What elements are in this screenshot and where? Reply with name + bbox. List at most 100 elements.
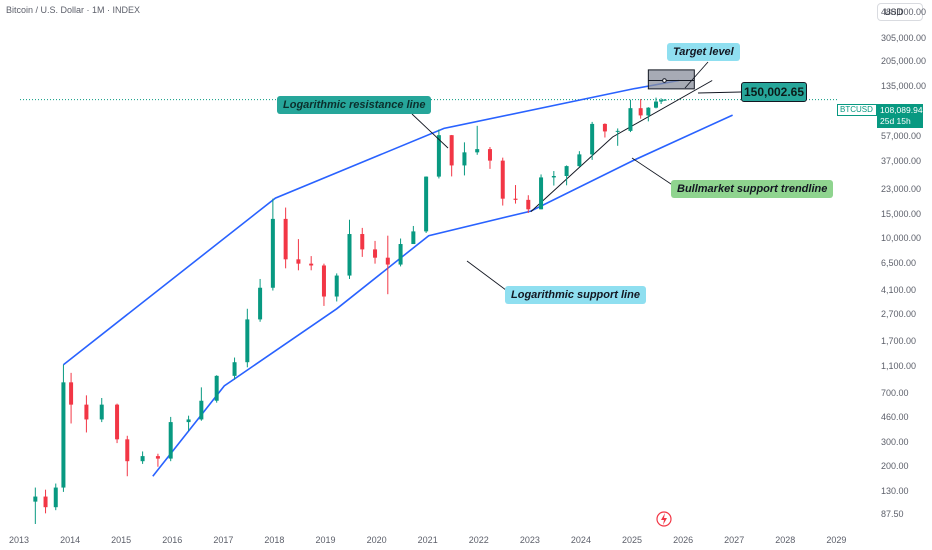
x-tick-label: 2023 <box>519 535 540 545</box>
y-tick-label: 15,000.00 <box>881 208 922 219</box>
x-tick-label: 2024 <box>570 535 591 545</box>
candle-body <box>475 149 480 153</box>
x-tick-label: 2020 <box>366 535 387 545</box>
y-tick-label: 460.00 <box>881 412 909 423</box>
candle-body <box>283 218 288 260</box>
y-tick-label: 135,000.00 <box>881 80 927 91</box>
candle-body <box>53 487 58 508</box>
candle-body <box>500 160 505 199</box>
y-tick-label: 37,000.00 <box>881 156 922 167</box>
candle-body <box>659 100 664 102</box>
last-price: 108,089.94 <box>880 105 923 115</box>
bull-support-label[interactable]: Bullmarket support trendline <box>671 180 834 198</box>
x-tick-label: 2022 <box>468 535 489 545</box>
candle-body <box>646 107 651 116</box>
candle-body <box>115 404 120 440</box>
y-tick-label: 6,500.00 <box>881 257 917 268</box>
candles <box>33 97 667 524</box>
annotation-leaders <box>411 61 742 297</box>
bar-countdown: 25d 15h <box>880 116 911 126</box>
y-tick-label: 205,000.00 <box>881 56 927 67</box>
y-tick-label: 300.00 <box>881 437 909 448</box>
candle-body <box>424 176 429 232</box>
y-tick-label: 2,700.00 <box>881 308 917 319</box>
y-tick-label: 305,000.00 <box>881 33 927 44</box>
bull-support-line <box>530 80 713 213</box>
candle-body <box>462 152 467 166</box>
candle-body <box>564 166 569 177</box>
x-tick-label: 2021 <box>417 535 438 545</box>
candle-body <box>140 456 145 462</box>
x-tick-label: 2017 <box>213 535 234 545</box>
candle-body <box>309 263 314 266</box>
y-tick-label: 480,000.00 <box>881 6 927 17</box>
target-level-label[interactable]: Target level <box>667 43 740 61</box>
candle-body <box>270 218 275 288</box>
candle-body <box>602 123 607 132</box>
candle-body <box>347 234 352 276</box>
candle-body <box>125 439 130 462</box>
candle-body <box>186 419 191 423</box>
candle-body <box>551 176 556 178</box>
candle-body <box>155 456 160 459</box>
candle-body <box>199 400 204 420</box>
symbol-ticker: BTCUSD <box>837 104 877 116</box>
x-tick-label: 2025 <box>622 535 643 545</box>
x-tick-label: 2014 <box>60 535 81 545</box>
candle-body <box>61 382 66 488</box>
currency-button[interactable]: USD <box>877 3 923 21</box>
candle-body <box>214 375 219 401</box>
x-tick-label: 2026 <box>673 535 694 545</box>
candle-body <box>487 149 492 161</box>
candle-body <box>321 265 326 297</box>
target-box-leader <box>697 91 742 94</box>
candle-body <box>449 135 454 166</box>
log-support-label[interactable]: Logarithmic support line <box>505 286 646 304</box>
y-tick-label: 200.00 <box>881 460 909 471</box>
x-tick-label: 2019 <box>315 535 336 545</box>
log-resistance-line <box>62 79 680 366</box>
candle-body <box>411 231 416 245</box>
target-zone-rect <box>647 69 695 90</box>
tradingview-logo-icon <box>656 511 672 527</box>
x-tick-label: 2018 <box>264 535 285 545</box>
y-tick-label: 10,000.00 <box>881 232 922 243</box>
resistance-label-leader <box>411 113 449 149</box>
candle-body <box>654 101 658 108</box>
y-tick-label: 23,000.00 <box>881 183 922 194</box>
candle-body <box>84 404 89 420</box>
candle-body <box>168 422 173 459</box>
target-value-box[interactable]: 150,002.65 <box>741 82 807 102</box>
candle-body <box>232 362 237 376</box>
candle-body <box>385 257 390 265</box>
target-point <box>662 78 667 83</box>
candle-body <box>590 123 595 155</box>
candle-body <box>43 496 48 508</box>
x-tick-label: 2013 <box>9 535 30 545</box>
candle-body <box>436 135 441 177</box>
candle-body <box>360 234 365 250</box>
candle-body <box>99 404 104 420</box>
candle-body <box>526 199 531 210</box>
candle-body <box>638 108 643 116</box>
candle-body <box>662 99 667 101</box>
y-tick-label: 57,000.00 <box>881 130 922 141</box>
candle-body <box>33 496 38 502</box>
candle-body <box>615 130 620 132</box>
log-resistance-label[interactable]: Logarithmic resistance line <box>277 96 432 114</box>
y-tick-label: 1,700.00 <box>881 335 917 346</box>
candle-body <box>513 198 518 200</box>
y-tick-label: 87.50 <box>881 508 904 519</box>
y-tick-label: 130.00 <box>881 485 909 496</box>
candle-body <box>398 244 403 265</box>
log-support-line <box>152 114 733 477</box>
candle-body <box>577 154 582 167</box>
x-tick-label: 2016 <box>162 535 183 545</box>
last-price-box: 108,089.94 25d 15h <box>877 104 923 128</box>
candle-body <box>296 259 301 264</box>
candle-body <box>258 287 263 320</box>
target-zone <box>647 69 695 90</box>
x-tick-label: 2028 <box>775 535 796 545</box>
chart-title: Bitcoin / U.S. Dollar · 1M · INDEX <box>6 5 141 15</box>
candle-body <box>539 177 544 210</box>
